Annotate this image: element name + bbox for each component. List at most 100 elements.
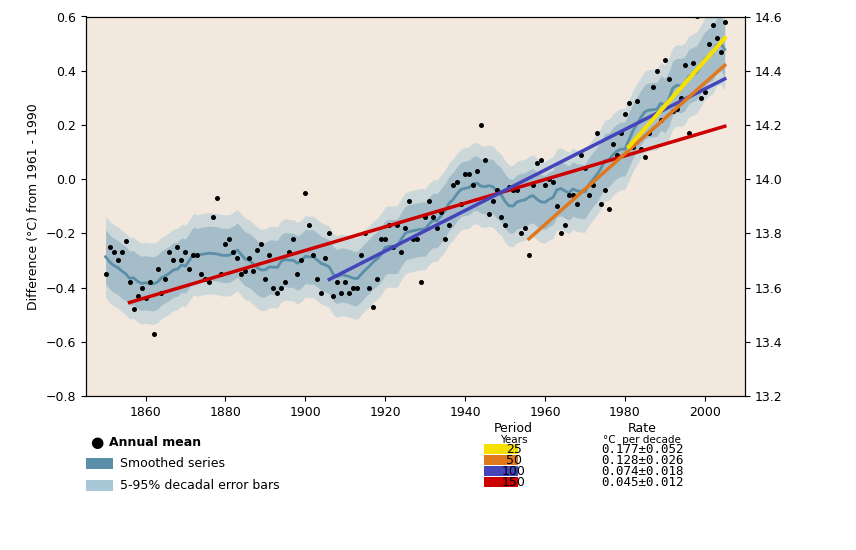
Point <box>386 243 400 251</box>
Point <box>419 213 432 222</box>
Point <box>290 270 304 278</box>
Point <box>254 240 268 249</box>
Point <box>706 20 720 29</box>
Point <box>646 82 660 91</box>
Point <box>318 254 332 262</box>
Point <box>634 145 648 153</box>
Point <box>414 278 428 287</box>
Point <box>170 243 184 251</box>
Text: Rate: Rate <box>627 422 657 436</box>
Point <box>350 283 364 292</box>
Point <box>282 248 296 257</box>
Point <box>182 264 196 273</box>
Point <box>119 237 133 246</box>
Point <box>151 264 164 273</box>
Point <box>479 156 492 164</box>
Point <box>239 267 253 276</box>
Point <box>390 221 404 230</box>
Point <box>311 275 324 284</box>
Point <box>455 199 468 208</box>
Point <box>594 199 608 208</box>
Point <box>606 140 620 148</box>
Text: 150: 150 <box>502 476 526 489</box>
Point <box>462 169 476 178</box>
Point <box>470 167 484 175</box>
Point <box>146 329 160 338</box>
Point <box>230 254 244 262</box>
Point <box>342 289 356 298</box>
Text: 100: 100 <box>502 465 526 478</box>
Point <box>107 248 121 257</box>
Point <box>103 243 116 251</box>
Point <box>662 74 675 83</box>
Point <box>586 180 600 189</box>
Text: 0.074±0.018: 0.074±0.018 <box>601 465 683 478</box>
Point <box>654 115 668 124</box>
Point <box>314 289 328 298</box>
Point <box>270 289 284 298</box>
Point <box>206 213 220 222</box>
Point <box>522 251 536 260</box>
Point <box>590 129 603 138</box>
Point <box>714 47 728 56</box>
Point <box>502 183 516 191</box>
Point <box>215 270 229 278</box>
Point <box>299 188 312 197</box>
Point <box>526 180 540 189</box>
Point <box>335 289 348 298</box>
Point <box>278 278 292 287</box>
Text: Period: Period <box>494 422 533 436</box>
Point <box>179 248 193 257</box>
Point <box>134 283 148 292</box>
Point <box>263 251 276 260</box>
Point <box>410 234 424 243</box>
Point <box>139 294 152 303</box>
Point <box>330 278 344 287</box>
Point <box>626 142 639 151</box>
Point <box>542 175 556 184</box>
Text: 0.045±0.012: 0.045±0.012 <box>601 476 683 489</box>
Point <box>514 229 528 238</box>
Point <box>658 56 672 64</box>
Point <box>434 207 448 216</box>
Point <box>199 275 212 284</box>
Point <box>287 234 300 243</box>
Point <box>694 94 708 102</box>
Point <box>566 191 580 200</box>
Point <box>383 221 396 230</box>
Point <box>550 202 564 211</box>
Point <box>247 267 260 276</box>
Point <box>498 221 512 230</box>
Point <box>598 185 612 194</box>
Point <box>294 256 308 265</box>
Point <box>194 270 208 278</box>
Point <box>574 150 588 159</box>
Point <box>518 223 532 232</box>
Point <box>323 229 336 238</box>
Point <box>582 191 596 200</box>
Point <box>302 221 316 230</box>
Point <box>474 120 488 129</box>
Point <box>163 248 176 257</box>
Point <box>407 234 420 243</box>
Point <box>347 283 360 292</box>
Point <box>211 194 224 202</box>
Point <box>175 256 188 265</box>
Point <box>446 180 460 189</box>
Point <box>362 283 376 292</box>
Point <box>438 234 452 243</box>
Point <box>402 196 416 205</box>
Point <box>718 18 732 26</box>
Point <box>378 234 392 243</box>
Point <box>490 185 504 194</box>
Point <box>678 61 692 70</box>
Point <box>275 283 288 292</box>
Point <box>227 248 241 257</box>
Point <box>558 221 572 230</box>
Point <box>191 251 205 260</box>
Point <box>167 256 181 265</box>
Point <box>450 178 464 186</box>
Point <box>242 254 256 262</box>
Point <box>534 156 548 164</box>
Text: 5-95% decadal error bars: 5-95% decadal error bars <box>120 478 279 492</box>
